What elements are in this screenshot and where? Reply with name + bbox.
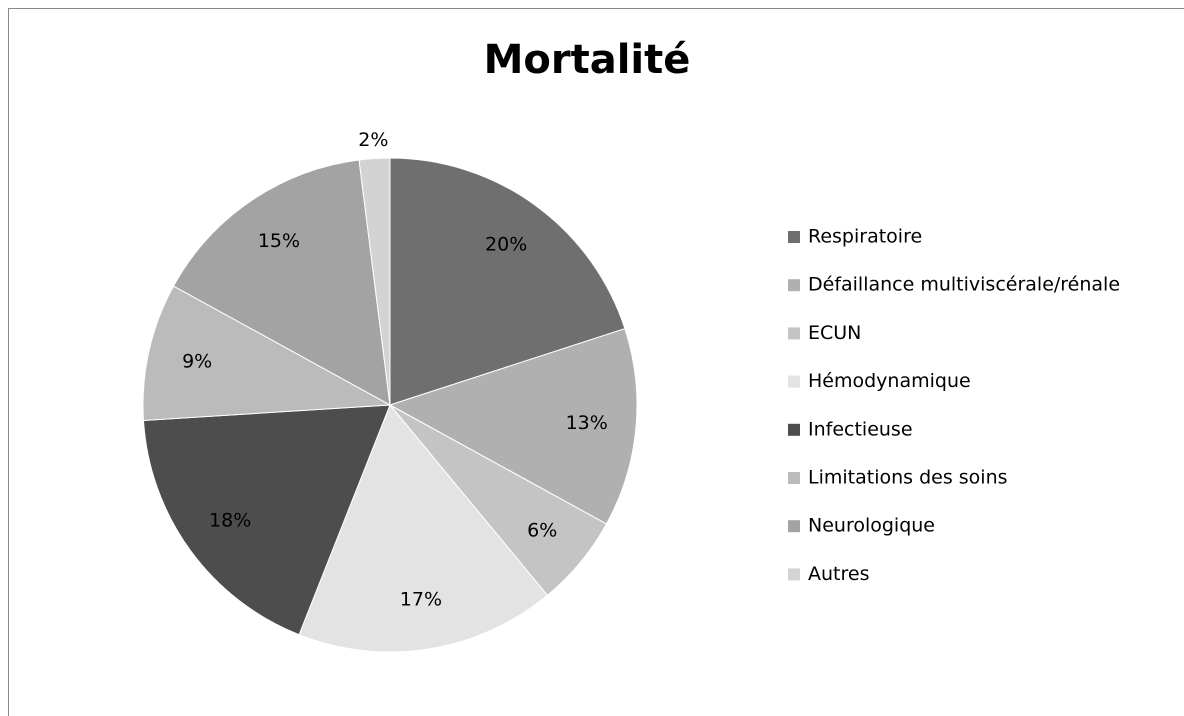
- data-label: 9%: [182, 350, 212, 372]
- legend-swatch: [788, 568, 800, 581]
- data-label: 18%: [209, 510, 251, 532]
- pie-slice: [142, 404, 391, 636]
- legend-swatch: [788, 423, 800, 436]
- legend-label: Hémodynamique: [808, 370, 971, 392]
- legend-label: Limitations des soins: [808, 467, 1008, 489]
- pie-slice: [358, 157, 391, 406]
- pie-slice: [172, 159, 391, 406]
- chart-title: Mortalité: [484, 37, 691, 83]
- legend-swatch: [788, 520, 800, 533]
- legend-label: Autres: [808, 563, 869, 585]
- legend-swatch: [788, 472, 800, 484]
- legend-swatch: [788, 279, 800, 292]
- data-label: 20%: [485, 234, 527, 256]
- legend-label: ECUN: [808, 322, 861, 344]
- legend-swatch: [788, 375, 800, 388]
- pie-slice: [388, 328, 638, 525]
- legend-swatch: [788, 231, 800, 243]
- data-label: 13%: [566, 412, 608, 434]
- data-label: 6%: [527, 519, 557, 541]
- data-label: 17%: [400, 589, 442, 611]
- pie-slice: [389, 157, 626, 406]
- legend-label: Neurologique: [808, 515, 935, 537]
- legend-swatch: [788, 327, 800, 340]
- legend-label: Respiratoire: [808, 226, 922, 248]
- chart-border: [8, 8, 1184, 716]
- data-label: 15%: [258, 230, 300, 252]
- legend-label: Défaillance multiviscérale/rénale: [808, 274, 1120, 296]
- pie-slice: [142, 285, 392, 422]
- pie-slice: [298, 404, 549, 653]
- legend-label: Infectieuse: [808, 418, 913, 440]
- data-label: 2%: [358, 129, 388, 151]
